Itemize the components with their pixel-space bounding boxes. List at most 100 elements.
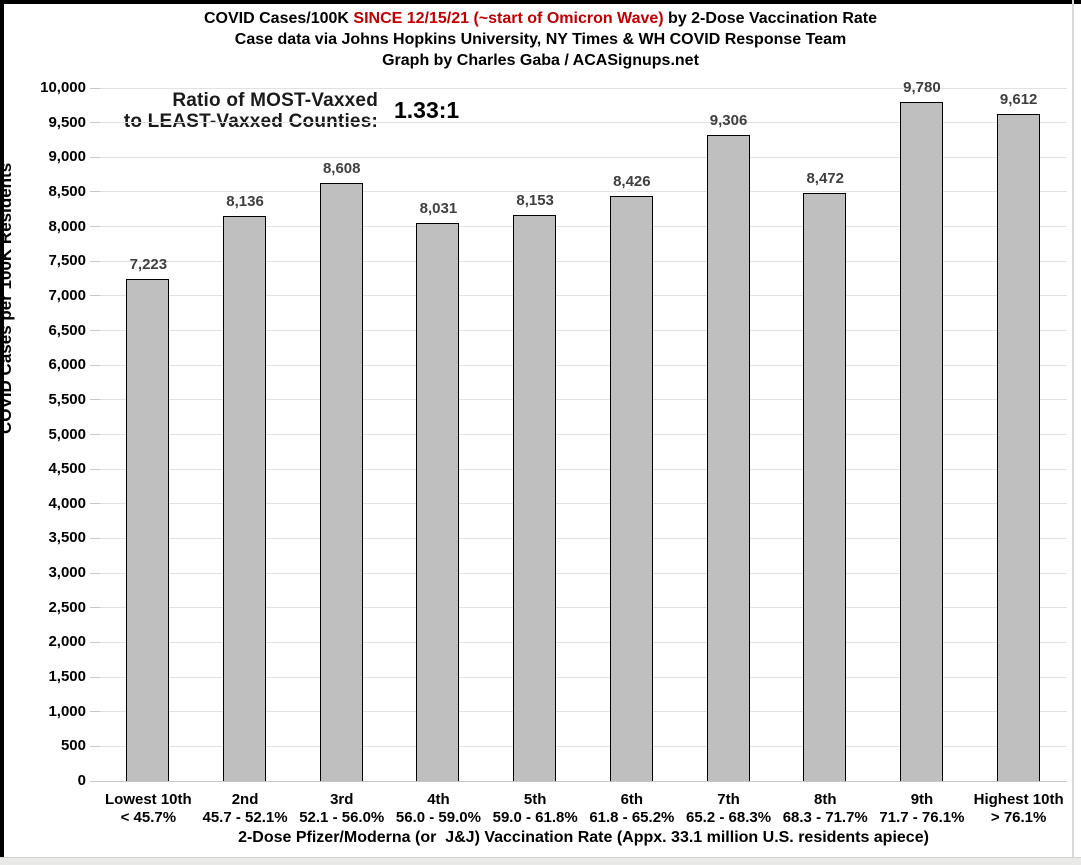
bar — [126, 279, 170, 781]
gridline — [100, 468, 1067, 470]
x-category-range: 65.2 - 68.3% — [686, 809, 772, 826]
x-category-range: 56.0 - 59.0% — [395, 809, 481, 826]
y-tick-mark — [90, 364, 100, 366]
y-tick-mark — [90, 572, 100, 574]
gridline — [100, 434, 1067, 435]
y-tick-label: 5,000 — [48, 425, 86, 443]
x-category-tier: 4th — [427, 791, 450, 808]
x-category-tier: 7th — [717, 791, 740, 808]
y-tick-mark — [90, 468, 100, 470]
bar — [996, 114, 1040, 781]
bar-value-label: 9,306 — [709, 112, 748, 129]
chart-frame-left — [0, 0, 4, 857]
bar — [609, 196, 653, 781]
x-category-range: > 76.1% — [990, 809, 1047, 826]
gridline — [100, 295, 1067, 297]
x-category-range: 71.7 - 76.1% — [879, 809, 965, 826]
y-tick-label: 7,000 — [48, 286, 86, 304]
x-category-range: 61.8 - 65.2% — [589, 809, 675, 826]
x-category-label: 4th 56.0 - 59.0% — [380, 791, 497, 827]
y-tick-label: 0 — [77, 772, 86, 789]
y-tick-mark — [90, 87, 100, 89]
gridline — [100, 503, 1067, 505]
y-tick-mark — [90, 641, 100, 643]
y-tick-label: 8,500 — [48, 182, 86, 200]
bar — [416, 223, 460, 781]
bar-value-label: 8,031 — [419, 200, 458, 217]
gridline — [100, 711, 1067, 713]
bar-value-label: 9,612 — [999, 91, 1038, 108]
bar — [223, 216, 267, 781]
gridline — [100, 641, 1067, 643]
x-category-label: 5th 59.0 - 61.8% — [477, 791, 594, 827]
x-category-label: 9th 71.7 - 76.1% — [864, 791, 981, 827]
x-category-label: 2nd 45.7 - 52.1% — [187, 791, 304, 827]
y-tick-label: 7,500 — [48, 252, 86, 270]
x-category-tier: Lowest 10th — [105, 791, 192, 808]
chart-frame-bottom — [0, 857, 1081, 865]
y-tick-mark — [90, 330, 100, 332]
y-tick-label: 2,000 — [48, 633, 86, 651]
x-axis-title: 2-Dose Pfizer/Moderna (or J&J) Vaccinati… — [238, 829, 929, 846]
y-tick-mark — [90, 399, 100, 401]
bar-value-label: 8,426 — [613, 173, 651, 190]
gridline — [100, 537, 1067, 539]
chart-title-part1: COVID Cases/100K — [204, 10, 354, 27]
gridline — [100, 330, 1067, 332]
y-tick-mark — [90, 260, 100, 262]
bar-value-label: 8,136 — [226, 193, 264, 210]
y-tick-label: 1,500 — [48, 668, 86, 686]
gridline — [100, 745, 1067, 747]
y-tick-label: 500 — [60, 737, 86, 755]
ratio-annotation-value: 1.33:1 — [394, 97, 460, 123]
chart-subtitle: Case data via Johns Hopkins University, … — [234, 31, 847, 48]
x-category-range: 59.0 - 61.8% — [492, 809, 578, 826]
y-tick-label: 5,500 — [48, 390, 86, 408]
gridline — [100, 226, 1067, 228]
y-tick-mark — [90, 780, 100, 782]
x-category-label: Lowest 10th < 45.7% — [90, 791, 207, 827]
chart-frame-right — [1072, 0, 1074, 857]
gridline — [100, 607, 1067, 609]
chart-title-red-part: SINCE 12/15/21 (~start of Omicron Wave) — [353, 10, 664, 27]
y-tick-mark — [90, 745, 100, 747]
ratio-annotation-line1: Ratio of MOST-Vaxxed — [172, 90, 378, 111]
bar — [513, 215, 557, 781]
x-category-label: 8th 68.3 - 71.7% — [767, 791, 884, 827]
gridline — [100, 260, 1067, 262]
bar — [899, 102, 943, 781]
bar-value-label: 8,608 — [322, 160, 361, 177]
x-category-range: 45.7 - 52.1% — [202, 809, 288, 826]
y-tick-mark — [90, 503, 100, 505]
x-category-range: 68.3 - 71.7% — [782, 809, 868, 826]
gridline — [100, 191, 1067, 193]
x-category-tier: 8th — [813, 791, 837, 808]
gridline — [100, 780, 1067, 782]
x-category-label: 3rd 52.1 - 56.0% — [283, 791, 400, 827]
y-tick-mark — [90, 537, 100, 539]
chart-header: COVID Cases/100K SINCE 12/15/21 (~start … — [0, 8, 1081, 71]
y-tick-label: 6,000 — [48, 356, 86, 374]
gridline — [100, 399, 1067, 401]
y-tick-mark — [90, 156, 100, 158]
y-tick-label: 1,000 — [48, 702, 86, 720]
x-category-tier: 6th — [620, 791, 644, 808]
y-tick-label: 4,500 — [48, 460, 86, 478]
y-tick-label: 2,500 — [48, 598, 86, 616]
chart-credit: Graph by Charles Gaba / ACASignups.net — [382, 52, 699, 69]
y-tick-label: 10,000 — [40, 79, 86, 96]
gridline — [100, 364, 1067, 366]
x-category-label: Highest 10th > 76.1% — [960, 791, 1077, 827]
bar — [706, 135, 750, 781]
y-tick-label: 3,500 — [48, 529, 86, 547]
gridline — [100, 156, 1067, 158]
bar-value-label: 9,780 — [903, 79, 941, 96]
y-tick-label: 8,000 — [48, 217, 86, 235]
y-tick-label: 9,500 — [48, 113, 86, 131]
y-tick-label: 9,000 — [48, 148, 86, 166]
bar-value-label: 7,223 — [129, 256, 168, 273]
x-category-tier: 5th — [523, 791, 547, 808]
gridline — [100, 676, 1067, 678]
x-category-tier: 2nd — [231, 791, 259, 808]
